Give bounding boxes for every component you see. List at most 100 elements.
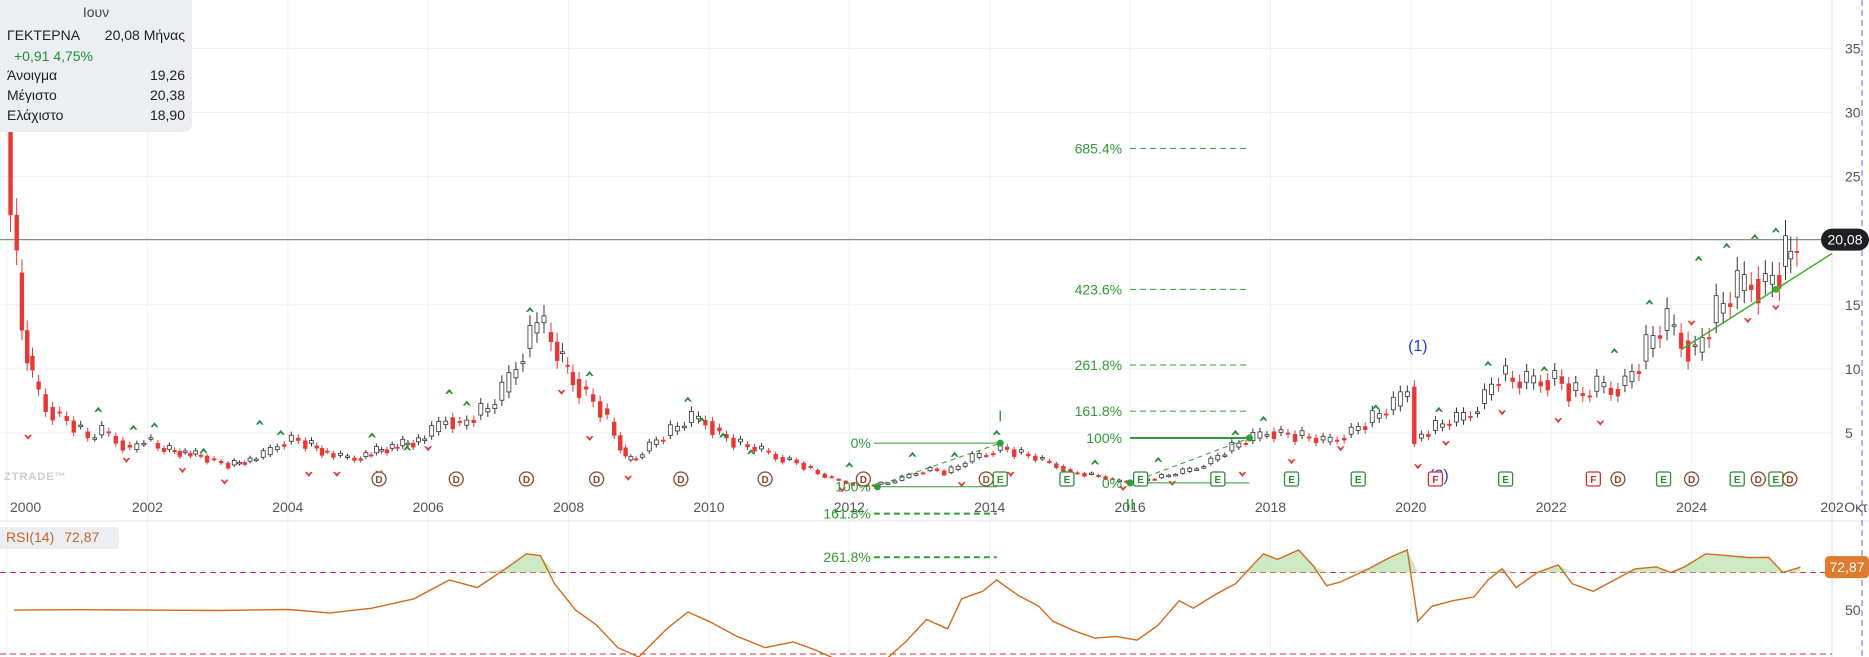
candle-body: [1005, 446, 1010, 450]
y-tick-label: 5: [1845, 425, 1853, 441]
swing-low-marker: [838, 487, 847, 493]
candle-body: [43, 394, 48, 412]
dividend-marker-label: D: [860, 475, 867, 486]
candle-body: [1082, 473, 1087, 477]
candle-body: [247, 457, 253, 462]
dividend-marker: [518, 471, 535, 487]
candle-body: [1650, 335, 1656, 349]
wave-label: I: [998, 408, 1002, 425]
info-price-period: 20,08 Μήνας: [104, 27, 185, 43]
candle-body: [717, 427, 722, 432]
candle-body: [1194, 468, 1200, 471]
dividend-marker: [757, 471, 773, 487]
candle-body: [331, 453, 336, 458]
candle-body: [1208, 457, 1214, 465]
info-high-label: Μέγιστο: [7, 87, 57, 103]
rsi-indicator-label[interactable]: RSI(14) 72,87: [0, 527, 120, 549]
last-price-badge: [1821, 228, 1869, 251]
swing-high-marker: [462, 400, 471, 406]
candle-body: [787, 457, 793, 460]
event-marker: [1729, 471, 1745, 487]
info-open-value: 19,26: [149, 67, 185, 83]
candle-body: [1573, 382, 1579, 392]
info-low-value: 18,90: [149, 107, 185, 123]
candle-body: [1734, 270, 1740, 298]
candle-body: [478, 403, 484, 416]
dividend-marker-label: D: [677, 475, 684, 486]
candle-body: [464, 419, 470, 426]
x-tick-label: 202: [1820, 499, 1844, 515]
candle-body: [1496, 384, 1501, 386]
candle-body: [653, 439, 659, 445]
last-price-badge-text: 20,08: [1827, 232, 1862, 248]
candle-body: [395, 446, 400, 449]
event-marker: [1132, 471, 1149, 487]
candle-body: [1741, 274, 1747, 292]
candle-body: [969, 453, 975, 463]
dividend-marker: [371, 471, 387, 487]
candle-body: [1159, 474, 1165, 479]
event-marker-label: E: [1773, 475, 1780, 486]
candle-body: [633, 458, 639, 461]
x-tick-label: Οκτ: [1844, 499, 1868, 515]
candle-body: [1622, 375, 1628, 386]
candle-body: [1783, 235, 1788, 267]
candle-body: [1384, 413, 1389, 416]
swing-high-marker: [129, 424, 138, 430]
x-tick-label: 2018: [1255, 499, 1286, 515]
y-tick-label: 30: [1845, 105, 1861, 121]
candle-body: [274, 446, 280, 450]
candle-body: [14, 214, 19, 251]
candle-body: [358, 458, 363, 461]
swing-high-marker: [1610, 347, 1619, 353]
candle-body: [1608, 387, 1614, 395]
swing-high-marker: [1484, 360, 1493, 366]
candle-body: [1426, 434, 1431, 437]
candle-body: [948, 466, 954, 474]
candle-body: [976, 452, 982, 458]
candle-body: [436, 420, 442, 433]
candle-body: [843, 480, 849, 484]
candles-group: [8, 89, 1800, 487]
candle-body: [1299, 430, 1305, 436]
candle-body: [471, 419, 476, 423]
candle-body: [218, 460, 224, 464]
fib-left-label: 161.8%: [823, 506, 870, 522]
candle-body: [1720, 303, 1726, 314]
candle-body: [92, 437, 98, 440]
swing-low-marker: [1554, 418, 1563, 424]
candle-body: [457, 421, 462, 424]
candle-body: [1039, 457, 1045, 460]
candle-body: [30, 355, 35, 371]
x-tick-label: 2022: [1536, 499, 1567, 515]
candle-body: [282, 444, 287, 447]
swing-low-marker: [1238, 471, 1247, 477]
candle-body: [1264, 434, 1270, 437]
swing-high-marker: [747, 449, 756, 455]
candle-body: [1166, 474, 1172, 478]
candle-body: [1348, 426, 1354, 435]
candle-body: [1566, 383, 1571, 402]
candle-body: [1047, 460, 1052, 463]
candle-body: [1629, 371, 1635, 383]
swing-high-marker: [718, 432, 727, 438]
candle-body: [1215, 454, 1221, 461]
fib-right-anchor: [1126, 479, 1134, 487]
swing-high-marker: [1231, 429, 1240, 435]
dividend-marker: [855, 471, 872, 487]
dividend-marker: [1683, 471, 1700, 487]
swing-low-marker: [1596, 420, 1605, 426]
event-marker-label: E: [1214, 475, 1221, 486]
candle-body: [1404, 391, 1410, 397]
fib-right-label: 423.6%: [1075, 281, 1122, 297]
candle-body: [1699, 337, 1705, 353]
candle-body: [141, 442, 147, 446]
fib-right-label: 100%: [1086, 430, 1122, 446]
candle-body: [267, 447, 273, 456]
x-tick-label: 2012: [834, 499, 865, 515]
wave-label: II: [1126, 497, 1135, 514]
candle-body: [1482, 389, 1487, 404]
candle-body: [1313, 437, 1319, 444]
candle-body: [560, 351, 565, 354]
